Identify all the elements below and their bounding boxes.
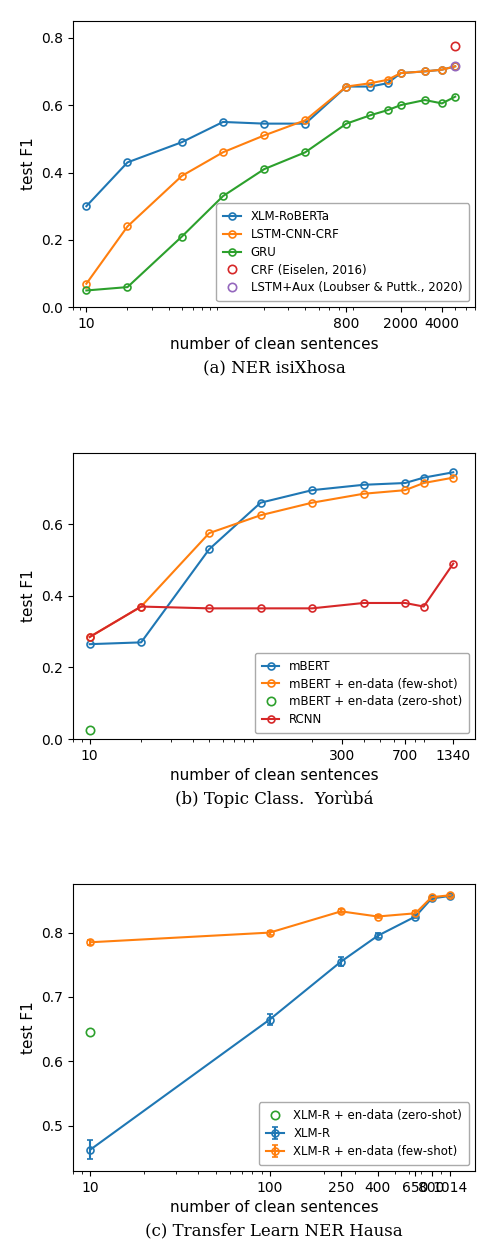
Y-axis label: test F1: test F1 bbox=[21, 137, 36, 190]
LSTM-CNN-CRF bbox=[220, 145, 226, 160]
GRU bbox=[303, 145, 309, 160]
LSTM-CNN-CRF bbox=[303, 112, 309, 127]
LSTM-CNN-CRF bbox=[422, 64, 428, 79]
Y-axis label: test F1: test F1 bbox=[21, 1002, 36, 1053]
mBERT + en-data (few-shot) bbox=[257, 508, 263, 523]
mBERT bbox=[402, 475, 408, 490]
LSTM-CNN-CRF bbox=[261, 127, 267, 142]
GRU bbox=[179, 229, 185, 244]
LSTM-CNN-CRF bbox=[452, 59, 458, 74]
RCNN bbox=[87, 630, 93, 645]
GRU bbox=[384, 102, 390, 117]
RCNN bbox=[138, 598, 144, 614]
GRU bbox=[220, 189, 226, 204]
Text: (b) Topic Class.  Yorùbá: (b) Topic Class. Yorùbá bbox=[175, 790, 373, 808]
Line: XLM-RoBERTa: XLM-RoBERTa bbox=[83, 63, 459, 209]
GRU bbox=[452, 89, 458, 105]
mBERT bbox=[138, 635, 144, 650]
Line: mBERT + en-data (few-shot): mBERT + en-data (few-shot) bbox=[86, 474, 457, 640]
mBERT + en-data (few-shot) bbox=[402, 483, 408, 498]
XLM-RoBERTa bbox=[422, 64, 428, 79]
mBERT + en-data (few-shot) bbox=[450, 470, 456, 485]
XLM-RoBERTa bbox=[220, 115, 226, 130]
GRU bbox=[124, 280, 130, 295]
LSTM-CNN-CRF bbox=[83, 276, 89, 291]
mBERT + en-data (few-shot) bbox=[421, 475, 427, 490]
mBERT bbox=[421, 470, 427, 485]
Line: LSTM-CNN-CRF: LSTM-CNN-CRF bbox=[83, 63, 459, 287]
mBERT bbox=[87, 636, 93, 651]
GRU bbox=[422, 92, 428, 107]
Line: mBERT: mBERT bbox=[86, 469, 457, 648]
XLM-RoBERTa bbox=[83, 199, 89, 214]
LSTM-CNN-CRF bbox=[179, 169, 185, 184]
mBERT + en-data (few-shot) bbox=[87, 630, 93, 645]
XLM-RoBERTa bbox=[398, 66, 404, 81]
RCNN bbox=[361, 596, 367, 611]
XLM-RoBERTa bbox=[124, 155, 130, 170]
XLM-RoBERTa bbox=[439, 62, 445, 77]
LSTM-CNN-CRF bbox=[398, 66, 404, 81]
GRU bbox=[439, 96, 445, 111]
XLM-RoBERTa bbox=[303, 116, 309, 131]
Legend: XLM-R + en-data (zero-shot), XLM-R, XLM-R + en-data (few-shot): XLM-R + en-data (zero-shot), XLM-R, XLM-… bbox=[259, 1102, 469, 1166]
LSTM-CNN-CRF bbox=[343, 79, 349, 94]
XLM-RoBERTa bbox=[343, 79, 349, 94]
X-axis label: number of clean sentences: number of clean sentences bbox=[170, 1200, 378, 1215]
Y-axis label: test F1: test F1 bbox=[21, 570, 36, 622]
mBERT + en-data (few-shot) bbox=[309, 495, 315, 510]
mBERT bbox=[206, 542, 212, 557]
mBERT bbox=[257, 495, 263, 510]
X-axis label: number of clean sentences: number of clean sentences bbox=[170, 769, 378, 784]
LSTM-CNN-CRF bbox=[368, 76, 373, 91]
GRU bbox=[398, 97, 404, 112]
Line: RCNN: RCNN bbox=[86, 561, 457, 640]
XLM-RoBERTa bbox=[179, 135, 185, 150]
GRU bbox=[343, 116, 349, 131]
RCNN bbox=[402, 596, 408, 611]
mBERT bbox=[450, 465, 456, 480]
Line: GRU: GRU bbox=[83, 93, 459, 294]
mBERT bbox=[309, 483, 315, 498]
Legend: mBERT, mBERT + en-data (few-shot), mBERT + en-data (zero-shot), RCNN: mBERT, mBERT + en-data (few-shot), mBERT… bbox=[254, 653, 469, 733]
RCNN bbox=[309, 601, 315, 616]
Text: (a) NER isiXhosa: (a) NER isiXhosa bbox=[203, 359, 346, 375]
LSTM-CNN-CRF bbox=[439, 62, 445, 77]
XLM-RoBERTa bbox=[452, 59, 458, 74]
Legend: XLM-RoBERTa, LSTM-CNN-CRF, GRU, CRF (Eiselen, 2016), LSTM+Aux (Loubser & Puttk.,: XLM-RoBERTa, LSTM-CNN-CRF, GRU, CRF (Eis… bbox=[216, 203, 469, 301]
GRU bbox=[368, 107, 373, 122]
RCNN bbox=[257, 601, 263, 616]
mBERT bbox=[361, 478, 367, 493]
X-axis label: number of clean sentences: number of clean sentences bbox=[170, 336, 378, 352]
GRU bbox=[83, 284, 89, 299]
LSTM-CNN-CRF bbox=[384, 72, 390, 87]
Text: (c) Transfer Learn NER Hausa: (c) Transfer Learn NER Hausa bbox=[145, 1222, 403, 1240]
XLM-RoBERTa bbox=[368, 79, 373, 94]
RCNN bbox=[206, 601, 212, 616]
mBERT + en-data (few-shot) bbox=[206, 525, 212, 541]
RCNN bbox=[421, 598, 427, 614]
GRU bbox=[261, 161, 267, 176]
mBERT + en-data (few-shot) bbox=[138, 598, 144, 614]
RCNN bbox=[450, 556, 456, 571]
XLM-RoBERTa bbox=[384, 76, 390, 91]
LSTM-CNN-CRF bbox=[124, 219, 130, 234]
mBERT + en-data (few-shot) bbox=[361, 486, 367, 501]
XLM-RoBERTa bbox=[261, 116, 267, 131]
